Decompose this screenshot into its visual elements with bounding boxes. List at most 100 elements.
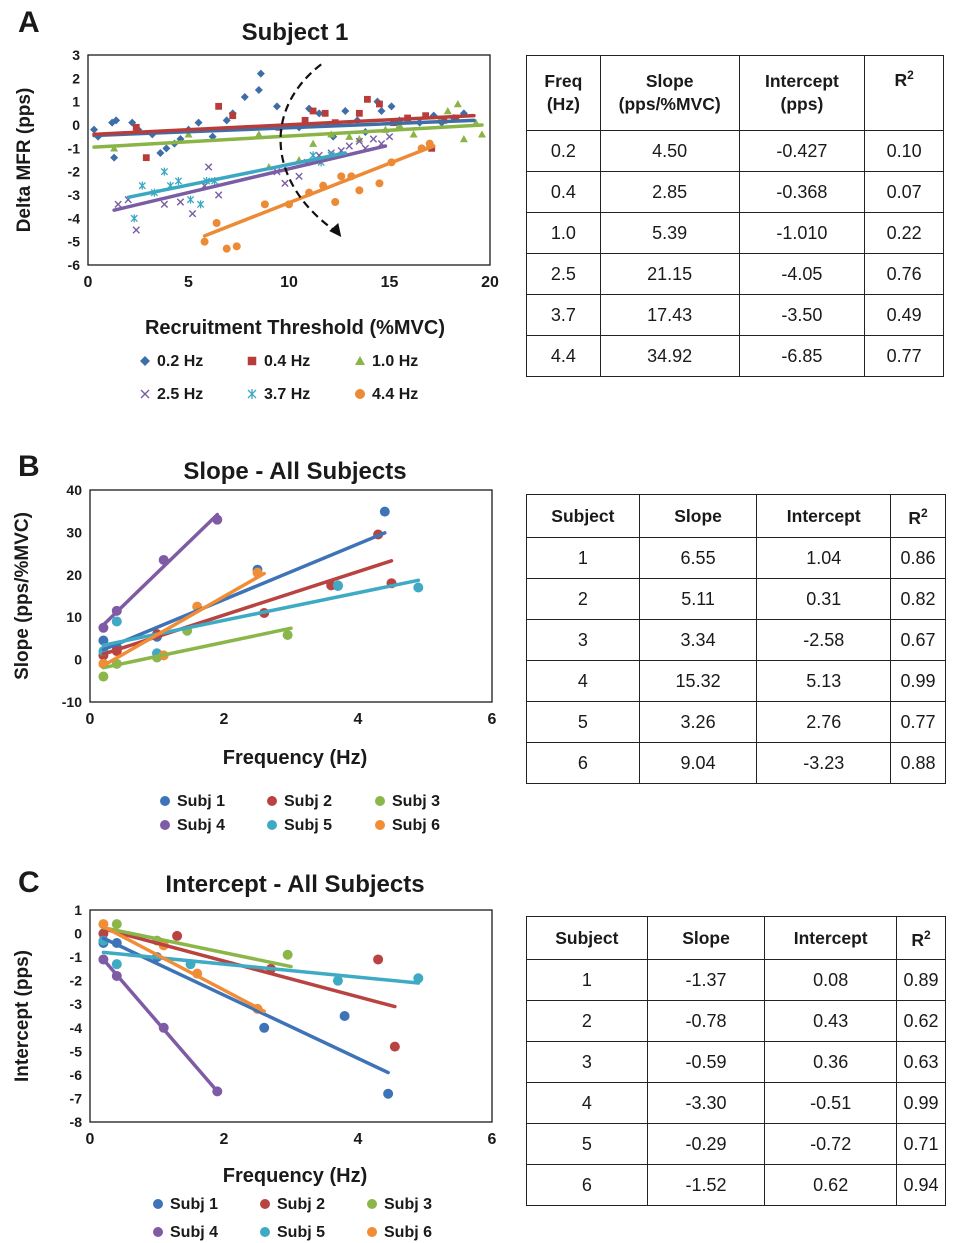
y-tick-label: 1 xyxy=(72,94,80,110)
y-tick-label: 0 xyxy=(74,926,82,942)
data-point xyxy=(138,181,146,190)
y-tick-label: -1 xyxy=(68,140,81,156)
table-cell: 0.07 xyxy=(864,171,944,213)
trend-line xyxy=(126,151,348,200)
table-cell: 6 xyxy=(526,1164,648,1206)
table-cell: 3.26 xyxy=(638,701,758,743)
table-cell: -3.23 xyxy=(756,742,892,784)
y-tick-label: -7 xyxy=(70,1090,83,1106)
table-cell: 0.62 xyxy=(764,1164,898,1206)
table-row: 4 15.32 5.13 0.99 xyxy=(526,660,946,702)
data-point xyxy=(111,616,122,627)
data-point xyxy=(160,820,170,830)
x-tick-label: 2 xyxy=(220,711,229,728)
table-cell: 3.7 xyxy=(526,294,601,336)
data-point xyxy=(332,975,343,986)
data-point xyxy=(184,130,193,138)
legend-label: 0.4 Hz xyxy=(264,353,310,370)
y-tick-label: -3 xyxy=(70,996,83,1012)
data-point xyxy=(367,1199,377,1209)
y-tick-label: 0 xyxy=(74,652,82,668)
data-point xyxy=(140,356,150,366)
data-point xyxy=(200,237,209,246)
data-point xyxy=(309,107,317,115)
legend-label: Subj 1 xyxy=(170,1196,218,1213)
chart-title: Slope - All Subjects xyxy=(183,458,406,485)
data-point xyxy=(188,209,197,218)
legend-label: Subj 5 xyxy=(277,1224,325,1241)
table-cell: -0.51 xyxy=(764,1082,898,1124)
data-point xyxy=(367,1227,377,1237)
data-point xyxy=(267,820,277,830)
data-point xyxy=(375,796,385,806)
data-point xyxy=(132,226,140,234)
x-tick-label: 5 xyxy=(184,274,193,291)
data-point xyxy=(341,107,350,115)
header-r-squared: R2 xyxy=(890,494,946,538)
regression-table-intercept: Subject Slope Intercept R2 1 -1.37 0.08 0.8… xyxy=(526,916,946,1206)
data-point xyxy=(186,195,195,204)
x-tick-label: 10 xyxy=(280,274,298,291)
trend-line xyxy=(101,924,266,1014)
x-tick-label: 0 xyxy=(86,711,95,728)
header-r-squared: R2 xyxy=(896,916,946,960)
data-point xyxy=(172,930,183,941)
table-cell: 2 xyxy=(526,1000,648,1042)
legend-label: Subj 6 xyxy=(392,817,440,834)
table-cell: 3.34 xyxy=(638,619,758,661)
table-cell: 0.99 xyxy=(890,660,946,702)
header-freq: Freq (Hz) xyxy=(526,55,601,131)
table-cell: 0.10 xyxy=(864,130,944,172)
y-tick-label: -6 xyxy=(70,1067,83,1083)
table-cell: -1.37 xyxy=(646,959,766,1001)
data-point xyxy=(321,109,329,117)
legend-label: Subj 4 xyxy=(170,1224,218,1241)
y-tick-label: 0 xyxy=(72,117,80,133)
table-cell: 0.62 xyxy=(896,1000,946,1042)
table-row: 4 -3.30 -0.51 0.99 xyxy=(526,1082,946,1124)
data-point xyxy=(140,389,150,399)
y-tick-label: -3 xyxy=(68,187,81,203)
data-point xyxy=(114,200,122,209)
data-point xyxy=(132,123,140,131)
data-point xyxy=(260,200,269,209)
data-point xyxy=(111,959,122,970)
table-cell: 15.32 xyxy=(638,660,758,702)
table-row: 2 5.11 0.31 0.82 xyxy=(526,578,946,620)
y-axis-label: Slope (pps/%MVC) xyxy=(12,512,33,680)
table-cell: 0.99 xyxy=(896,1082,946,1124)
legend-label: Subj 2 xyxy=(284,793,332,810)
table-cell: 2 xyxy=(526,578,640,620)
legend-label: Subj 3 xyxy=(392,793,440,810)
x-axis-label: Frequency (Hz) xyxy=(223,1165,367,1187)
header-subject: Subject xyxy=(526,916,648,960)
y-tick-label: 3 xyxy=(72,47,80,63)
table-cell: -1.010 xyxy=(738,212,866,254)
legend-label: Subj 4 xyxy=(177,817,225,834)
table-cell: 0.89 xyxy=(896,959,946,1001)
data-point xyxy=(375,820,385,830)
table-cell: 0.43 xyxy=(764,1000,898,1042)
table-cell: 0.08 xyxy=(764,959,898,1001)
table-cell: 0.63 xyxy=(896,1041,946,1083)
table-cell: -0.78 xyxy=(646,1000,766,1042)
chart-title: Subject 1 xyxy=(242,19,349,46)
table-row: 3 -0.59 0.36 0.63 xyxy=(526,1041,946,1083)
table-cell: 4.4 xyxy=(526,335,601,377)
data-point xyxy=(272,102,281,111)
data-point xyxy=(345,132,354,140)
data-point xyxy=(345,142,353,150)
table-cell: 5 xyxy=(526,701,640,743)
data-point xyxy=(385,132,394,141)
trend-line xyxy=(101,925,293,969)
table-cell: 0.22 xyxy=(864,212,944,254)
data-point xyxy=(387,102,396,111)
data-point xyxy=(331,198,340,206)
table-row: 0.2 4.50 -0.427 0.10 xyxy=(526,130,944,172)
data-point xyxy=(153,1227,163,1237)
header-r-squared: R2 xyxy=(864,55,944,131)
x-tick-label: 6 xyxy=(488,1131,497,1148)
data-point xyxy=(176,198,185,206)
x-axis-label: Frequency (Hz) xyxy=(223,747,367,769)
